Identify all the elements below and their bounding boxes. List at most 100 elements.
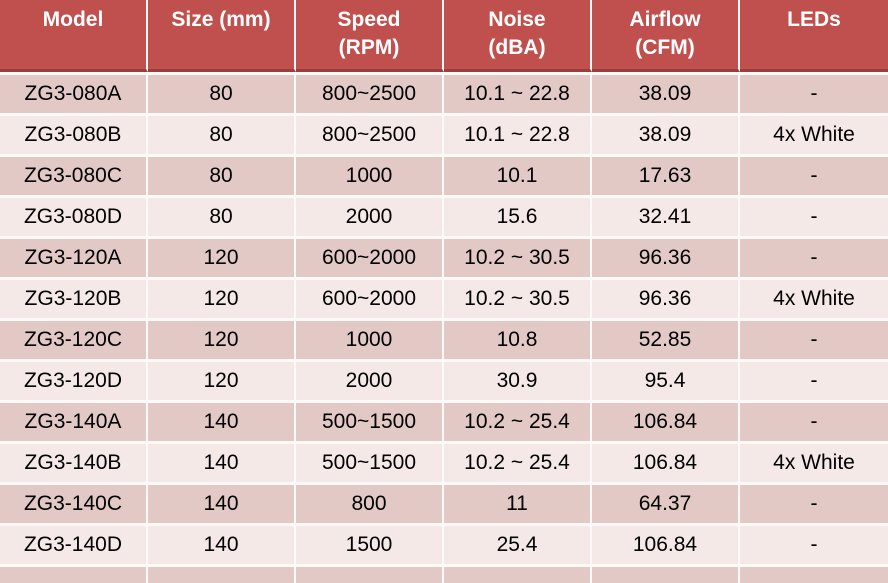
column-header-label: Size (mm) (171, 8, 271, 31)
cell-size: 80 (148, 113, 296, 154)
cell-size: 80 (148, 72, 296, 113)
cell-leds: - (740, 236, 888, 277)
cell-airflow: 64.37 (592, 482, 740, 523)
cell-leds: - (740, 318, 888, 359)
cell-speed: 600~2000 (296, 236, 444, 277)
column-header-label: Speed (337, 8, 401, 31)
header-row: Model Size (mm) Speed (RPM) Noise (dBA) … (0, 0, 888, 72)
column-header-speed: Speed (RPM) (296, 0, 444, 72)
table-row: ZG3-120C 120 1000 10.8 52.85- (0, 318, 888, 359)
table-row: ZG3-120D 120 2000 30.9 95.4- (0, 359, 888, 400)
column-header-label: (CFM) (635, 36, 695, 59)
table-row-partial (0, 564, 888, 583)
cell-model: ZG3-140B (0, 441, 148, 482)
cell-model: ZG3-080C (0, 154, 148, 195)
cell-leds: - (740, 154, 888, 195)
cell-speed: 1000 (296, 154, 444, 195)
column-header-noise: Noise (dBA) (444, 0, 592, 72)
cell-size: 120 (148, 359, 296, 400)
cell-speed: 800~2500 (296, 113, 444, 154)
cell-size: 140 (148, 482, 296, 523)
cell-noise: 30.9 (444, 359, 592, 400)
cell-size: 120 (148, 236, 296, 277)
column-header-label: Model (42, 8, 104, 31)
column-header-label: LEDs (787, 8, 841, 31)
cell-airflow: 17.63 (592, 154, 740, 195)
cell-noise: 10.2 ~ 25.4 (444, 441, 592, 482)
cell-model: ZG3-080A (0, 72, 148, 113)
cell-airflow: 38.09 (592, 113, 740, 154)
cell-size: 140 (148, 441, 296, 482)
cell-noise: 10.2 ~ 30.5 (444, 277, 592, 318)
column-header-size: Size (mm) (148, 0, 296, 72)
cell-noise: 10.1 ~ 22.8 (444, 113, 592, 154)
cell-size: 80 (148, 195, 296, 236)
cell-model: ZG3-080D (0, 195, 148, 236)
cell-size: 140 (148, 400, 296, 441)
table-row: ZG3-140B 140 500~1500 10.2 ~ 25.4 106.84 4x W… (0, 441, 888, 482)
cell-noise (444, 564, 592, 583)
cell-leds: - (740, 482, 888, 523)
cell-model: ZG3-120D (0, 359, 148, 400)
table-body: ZG3-080A 80 800~2500 10.1 ~ 22.8 38.09- ZG3-0… (0, 72, 888, 583)
cell-speed (296, 564, 444, 583)
cell-noise: 25.4 (444, 523, 592, 564)
cell-leds: 4x White (740, 113, 888, 154)
cell-leds: - (740, 72, 888, 113)
cell-airflow: 52.85 (592, 318, 740, 359)
cell-noise: 10.2 ~ 25.4 (444, 400, 592, 441)
cell-airflow: 106.84 (592, 441, 740, 482)
table-row: ZG3-140A 140 500~1500 10.2 ~ 25.4 106.84- (0, 400, 888, 441)
cell-leds: - (740, 359, 888, 400)
table-row: ZG3-080D 80 2000 15.6 32.41- (0, 195, 888, 236)
table-row: ZG3-140D 140 1500 25.4 106.84- (0, 523, 888, 564)
cell-model: ZG3-120B (0, 277, 148, 318)
cell-noise: 10.1 ~ 22.8 (444, 72, 592, 113)
cell-airflow: 96.36 (592, 236, 740, 277)
cell-size: 120 (148, 318, 296, 359)
table-row: ZG3-140C 140 800 11 64.37- (0, 482, 888, 523)
cell-size (148, 564, 296, 583)
cell-model: ZG3-120A (0, 236, 148, 277)
cell-speed: 2000 (296, 195, 444, 236)
cell-speed: 500~1500 (296, 441, 444, 482)
column-header-label: Noise (488, 8, 546, 31)
cell-model: ZG3-140D (0, 523, 148, 564)
column-header-airflow: Airflow (CFM) (592, 0, 740, 72)
cell-leds: - (740, 195, 888, 236)
cell-noise: 10.2 ~ 30.5 (444, 236, 592, 277)
cell-noise: 11 (444, 482, 592, 523)
table-header: Model Size (mm) Speed (RPM) Noise (dBA) … (0, 0, 888, 72)
column-header-label: Airflow (629, 8, 701, 31)
column-header-model: Model (0, 0, 148, 72)
cell-model: ZG3-120C (0, 318, 148, 359)
table-row: ZG3-080A 80 800~2500 10.1 ~ 22.8 38.09- (0, 72, 888, 113)
cell-speed: 600~2000 (296, 277, 444, 318)
cell-model: ZG3-140C (0, 482, 148, 523)
cell-airflow: 32.41 (592, 195, 740, 236)
cell-model: ZG3-080B (0, 113, 148, 154)
cell-leds: 4x White (740, 277, 888, 318)
column-header-label: (RPM) (338, 36, 400, 59)
cell-noise: 10.8 (444, 318, 592, 359)
table-row: ZG3-120A 120 600~2000 10.2 ~ 30.5 96.36- (0, 236, 888, 277)
cell-size: 140 (148, 523, 296, 564)
column-header-leds: LEDs (740, 0, 888, 72)
cell-speed: 2000 (296, 359, 444, 400)
cell-noise: 10.1 (444, 154, 592, 195)
cell-airflow: 38.09 (592, 72, 740, 113)
cell-leds: - (740, 400, 888, 441)
table-row: ZG3-120B 120 600~2000 10.2 ~ 30.5 96.36 4x Wh… (0, 277, 888, 318)
table-row: ZG3-080C 80 1000 10.1 17.63- (0, 154, 888, 195)
cell-leds: 4x White (740, 441, 888, 482)
cell-speed: 500~1500 (296, 400, 444, 441)
cell-leds: - (740, 523, 888, 564)
cell-speed: 800~2500 (296, 72, 444, 113)
cell-leds (740, 564, 888, 583)
cell-model: ZG3-140A (0, 400, 148, 441)
cell-airflow: 106.84 (592, 400, 740, 441)
table-row: ZG3-080B 80 800~2500 10.1 ~ 22.8 38.09 4x Whi… (0, 113, 888, 154)
cell-speed: 1500 (296, 523, 444, 564)
